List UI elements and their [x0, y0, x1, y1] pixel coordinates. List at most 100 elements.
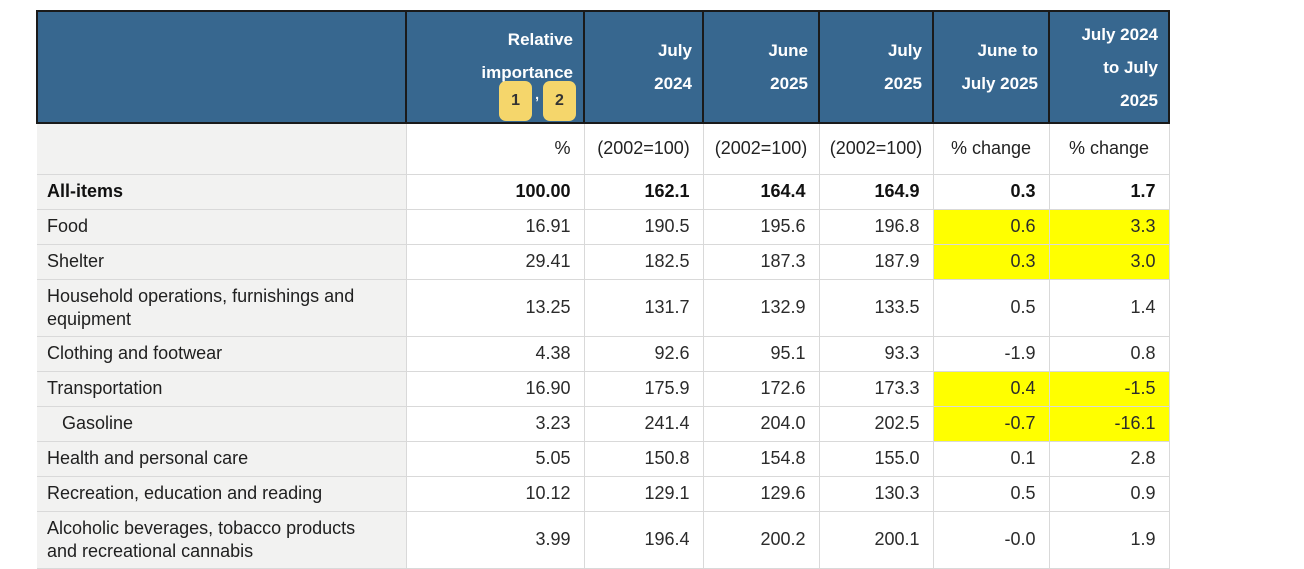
header-line: June	[768, 41, 808, 60]
data-cell: 241.4	[584, 406, 704, 442]
header-line: July 2024	[1081, 24, 1158, 44]
row-label: Clothing and footwear	[47, 343, 223, 363]
data-cell: 5.05	[406, 441, 585, 477]
header-line: importance	[481, 63, 573, 82]
table-row-recreation-education-reading: Recreation, education and reading 10.12 …	[37, 476, 1170, 512]
data-cell-highlighted: 0.4	[933, 371, 1050, 407]
header-line: 2025	[770, 74, 808, 93]
row-label: Health and personal care	[47, 448, 249, 468]
table-row-transportation: Transportation 16.90 175.9 172.6 173.3 0…	[37, 371, 1170, 407]
header-line: July 2025	[961, 74, 1038, 93]
header-item-column	[36, 10, 407, 124]
data-cell: 182.5	[584, 244, 704, 280]
data-cell: 200.1	[819, 511, 934, 569]
table-row-all-items: All-items 100.00 162.1 164.4 164.9 0.3 1…	[37, 174, 1170, 210]
data-cell: 3.99	[406, 511, 585, 569]
header-july-2024-to-july-2025: July 2024 to July 2025	[1048, 10, 1170, 124]
data-cell: 1.7	[1049, 174, 1170, 210]
unit-percent-change: % change	[1049, 123, 1170, 175]
row-label-cell: Health and personal care	[37, 441, 407, 477]
header-line: 2025	[884, 74, 922, 93]
data-cell: -1.9	[933, 336, 1050, 372]
data-cell: 0.9	[1049, 476, 1170, 512]
row-label: Alcoholic beverages, tobacco products an…	[47, 517, 356, 561]
row-label-cell: Food	[37, 209, 407, 245]
units-row: % (2002=100) (2002=100) (2002=100) % cha…	[37, 123, 1170, 175]
row-label-cell: All-items	[37, 174, 407, 210]
data-cell: 196.8	[819, 209, 934, 245]
data-cell: 4.38	[406, 336, 585, 372]
data-cell: 204.0	[703, 406, 820, 442]
data-cell: 1.9	[1049, 511, 1170, 569]
data-cell-highlighted: 0.3	[933, 244, 1050, 280]
table-row-health-personal-care: Health and personal care 5.05 150.8 154.…	[37, 441, 1170, 477]
cpi-table: Relative importance 1 , 2 July 2024 June…	[36, 10, 1170, 569]
header-july-2025: July 2025	[818, 10, 934, 124]
data-cell: 95.1	[703, 336, 820, 372]
data-cell: 164.4	[703, 174, 820, 210]
data-cell: -0.0	[933, 511, 1050, 569]
data-cell: 173.3	[819, 371, 934, 407]
data-cell: 16.91	[406, 209, 585, 245]
data-cell: 93.3	[819, 336, 934, 372]
data-cell: 2.8	[1049, 441, 1170, 477]
unit-index-base: (2002=100)	[819, 123, 934, 175]
unit-index-base: (2002=100)	[703, 123, 820, 175]
footnote-link-2[interactable]: 2	[543, 81, 576, 121]
data-cell: 150.8	[584, 441, 704, 477]
footnote-link-1[interactable]: 1	[499, 81, 533, 121]
header-line: to July	[1103, 57, 1158, 77]
header-relative-importance: Relative importance 1 , 2	[405, 10, 585, 124]
table-row-food: Food 16.91 190.5 195.6 196.8 0.6 3.3	[37, 209, 1170, 245]
data-cell: 0.8	[1049, 336, 1170, 372]
data-cell: 175.9	[584, 371, 704, 407]
footnote-links: 1 , 2	[499, 81, 576, 121]
header-row: Relative importance 1 , 2 July 2024 June…	[36, 10, 1170, 124]
data-cell: 132.9	[703, 279, 820, 337]
data-cell: 92.6	[584, 336, 704, 372]
data-cell: 129.6	[703, 476, 820, 512]
header-line: July	[657, 41, 692, 60]
data-cell: 187.3	[703, 244, 820, 280]
data-cell: 196.4	[584, 511, 704, 569]
data-cell: 195.6	[703, 209, 820, 245]
data-cell-highlighted: 3.3	[1049, 209, 1170, 245]
header-line: July	[887, 41, 922, 60]
row-label: All-items	[47, 181, 124, 201]
row-label: Food	[47, 216, 89, 236]
data-cell: 190.5	[584, 209, 704, 245]
data-cell-highlighted: 3.0	[1049, 244, 1170, 280]
row-label: Gasoline	[62, 413, 134, 433]
data-cell: 154.8	[703, 441, 820, 477]
data-cell: 16.90	[406, 371, 585, 407]
data-cell-highlighted: -0.7	[933, 406, 1050, 442]
header-june-2025: June 2025	[702, 10, 820, 124]
data-cell: 172.6	[703, 371, 820, 407]
data-cell: 130.3	[819, 476, 934, 512]
footnote-separator: ,	[535, 86, 539, 102]
units-empty-cell	[37, 123, 407, 175]
data-cell: 155.0	[819, 441, 934, 477]
table-row-alcohol-tobacco-cannabis: Alcoholic beverages, tobacco products an…	[37, 511, 1170, 569]
row-label: Shelter	[47, 251, 105, 271]
table-row-household-operations: Household operations, furnishings and eq…	[37, 279, 1170, 337]
data-cell: 131.7	[584, 279, 704, 337]
unit-percent-change: % change	[933, 123, 1050, 175]
data-cell: 0.1	[933, 441, 1050, 477]
header-june-to-july-2025: June to July 2025	[932, 10, 1050, 124]
row-label: Recreation, education and reading	[47, 483, 323, 503]
header-text: Relative importance	[417, 23, 573, 89]
row-label-cell: Gasoline	[37, 406, 407, 442]
row-label: Household operations, furnishings and eq…	[47, 285, 355, 329]
data-cell-highlighted: -16.1	[1049, 406, 1170, 442]
data-cell: 202.5	[819, 406, 934, 442]
header-line: 2025	[1120, 90, 1158, 110]
header-july-2024: July 2024	[583, 10, 704, 124]
data-cell-highlighted: -1.5	[1049, 371, 1170, 407]
data-cell: 129.1	[584, 476, 704, 512]
header-line: 2024	[654, 74, 692, 93]
row-label-cell: Household operations, furnishings and eq…	[37, 279, 407, 337]
data-cell: 29.41	[406, 244, 585, 280]
header-line: Relative	[507, 30, 573, 49]
